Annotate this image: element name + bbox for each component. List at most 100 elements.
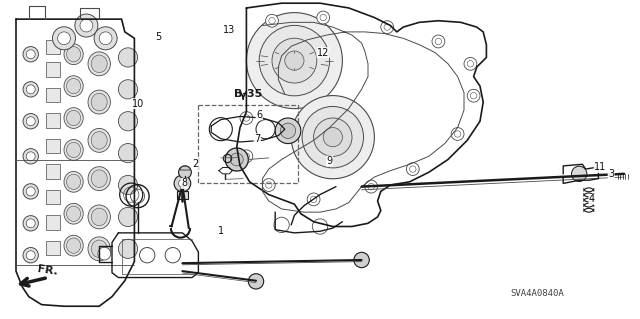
Bar <box>46 113 60 128</box>
Circle shape <box>323 128 342 147</box>
Text: 8: 8 <box>181 178 188 189</box>
Circle shape <box>240 150 253 163</box>
Circle shape <box>26 187 35 196</box>
Text: 2: 2 <box>192 159 198 169</box>
Circle shape <box>26 50 35 59</box>
Circle shape <box>179 166 191 179</box>
Ellipse shape <box>92 55 108 73</box>
Ellipse shape <box>67 174 81 189</box>
Circle shape <box>280 123 296 138</box>
Ellipse shape <box>67 47 81 62</box>
Ellipse shape <box>64 76 83 96</box>
Circle shape <box>246 13 342 108</box>
Ellipse shape <box>92 208 108 226</box>
Circle shape <box>262 179 275 191</box>
Text: 7: 7 <box>254 134 260 144</box>
Ellipse shape <box>88 237 111 261</box>
Bar <box>46 88 60 102</box>
Ellipse shape <box>92 132 108 149</box>
Circle shape <box>248 274 264 289</box>
Circle shape <box>314 118 352 156</box>
Circle shape <box>467 61 474 67</box>
Circle shape <box>368 183 374 190</box>
Text: 4: 4 <box>589 194 595 204</box>
Text: B-35: B-35 <box>234 89 262 99</box>
Circle shape <box>58 32 70 45</box>
Circle shape <box>572 166 587 182</box>
Ellipse shape <box>67 78 81 94</box>
Ellipse shape <box>88 129 111 152</box>
Text: 6: 6 <box>256 110 262 120</box>
Circle shape <box>23 216 38 231</box>
Circle shape <box>406 163 419 175</box>
Text: 12: 12 <box>317 48 330 58</box>
Circle shape <box>118 80 138 99</box>
Circle shape <box>365 180 378 193</box>
Bar <box>46 241 60 255</box>
Text: 9: 9 <box>326 156 333 166</box>
Circle shape <box>165 248 180 263</box>
Circle shape <box>269 18 275 24</box>
Circle shape <box>23 149 38 164</box>
Ellipse shape <box>88 90 111 114</box>
Circle shape <box>23 82 38 97</box>
Circle shape <box>451 128 464 140</box>
Circle shape <box>266 14 278 27</box>
Circle shape <box>140 248 155 263</box>
Text: 5: 5 <box>156 32 162 42</box>
Circle shape <box>23 184 38 199</box>
Circle shape <box>274 217 289 233</box>
Ellipse shape <box>64 171 83 192</box>
Circle shape <box>454 131 461 137</box>
Circle shape <box>464 57 477 70</box>
Circle shape <box>94 27 117 50</box>
Bar <box>46 62 60 77</box>
Circle shape <box>307 193 320 206</box>
Circle shape <box>320 14 326 21</box>
Circle shape <box>23 114 38 129</box>
Circle shape <box>435 38 442 45</box>
Circle shape <box>52 27 76 50</box>
Circle shape <box>26 219 35 228</box>
Circle shape <box>317 11 330 24</box>
Bar <box>46 190 60 204</box>
Circle shape <box>470 93 477 99</box>
Circle shape <box>118 48 138 67</box>
Ellipse shape <box>88 167 111 191</box>
Circle shape <box>26 251 35 260</box>
Ellipse shape <box>88 205 111 229</box>
Circle shape <box>266 182 272 188</box>
Circle shape <box>118 239 138 258</box>
Ellipse shape <box>67 206 81 221</box>
Circle shape <box>26 152 35 161</box>
Ellipse shape <box>64 139 83 160</box>
Ellipse shape <box>88 52 111 76</box>
Circle shape <box>118 112 138 131</box>
Circle shape <box>23 248 38 263</box>
Circle shape <box>291 96 374 179</box>
Circle shape <box>272 38 317 83</box>
Circle shape <box>243 153 250 160</box>
Text: 3: 3 <box>608 169 614 179</box>
Bar <box>46 139 60 153</box>
Circle shape <box>243 115 250 121</box>
Text: 10: 10 <box>131 99 144 109</box>
Circle shape <box>26 117 35 126</box>
Circle shape <box>174 175 191 192</box>
Text: 11: 11 <box>594 162 607 173</box>
Circle shape <box>118 144 138 163</box>
Circle shape <box>26 85 35 94</box>
Text: FR.: FR. <box>37 264 59 277</box>
Bar <box>46 215 60 230</box>
Bar <box>46 164 60 179</box>
Circle shape <box>310 196 317 203</box>
Ellipse shape <box>64 204 83 224</box>
Ellipse shape <box>64 44 83 65</box>
Text: SVA4A0840A: SVA4A0840A <box>511 289 564 298</box>
Ellipse shape <box>67 110 81 126</box>
Ellipse shape <box>64 108 83 129</box>
Circle shape <box>99 32 112 45</box>
Text: 13: 13 <box>223 25 236 35</box>
Circle shape <box>381 21 394 33</box>
Circle shape <box>259 26 330 96</box>
